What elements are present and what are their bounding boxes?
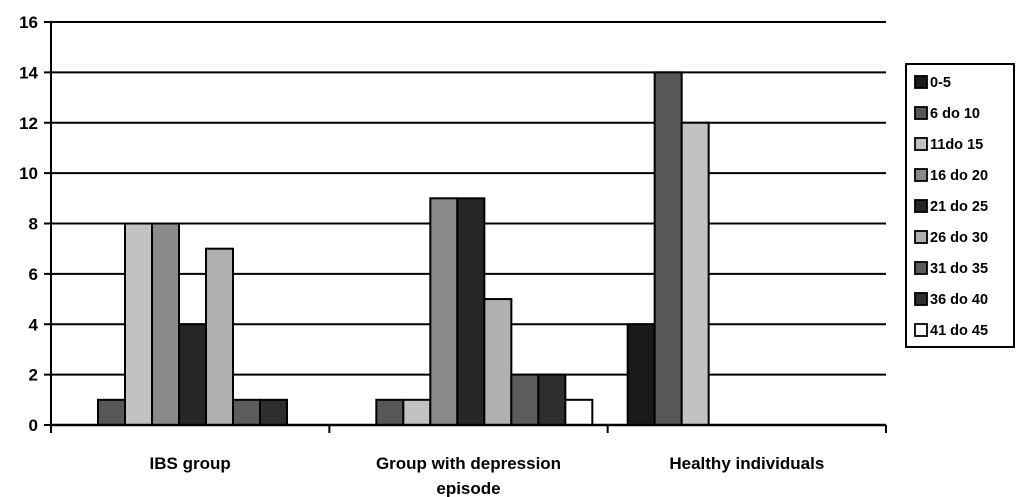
- legend-label: 11do 15: [930, 137, 983, 153]
- legend-label: 26 do 30: [930, 230, 988, 246]
- bar: [680, 121, 710, 426]
- y-tick-label: 10: [19, 164, 38, 183]
- legend-swatch: [914, 168, 928, 182]
- bar: [178, 323, 207, 426]
- bar: [564, 398, 594, 426]
- x-category-label: IBS group: [150, 454, 231, 473]
- legend-swatch: [914, 323, 928, 337]
- legend: 0-5 6 do 10 11do 15 16 do 20 21 do 25 26 do 3…: [905, 63, 1015, 348]
- legend-swatch: [914, 199, 928, 213]
- bar: [124, 222, 153, 426]
- legend-label: 0-5: [930, 75, 951, 91]
- bar: [205, 247, 234, 426]
- y-tick-label: 6: [29, 265, 38, 284]
- bar: [97, 398, 126, 426]
- y-tick-labels: 0 2 4 6 8 10 12 14 16: [19, 13, 38, 435]
- legend-swatch: [914, 261, 928, 275]
- bar: [483, 298, 513, 426]
- bar: [537, 373, 567, 426]
- bar: [375, 398, 405, 426]
- bar: [429, 197, 459, 426]
- legend-label: 16 do 20: [930, 168, 988, 184]
- legend-label: 36 do 40: [930, 292, 988, 308]
- legend-swatch: [914, 292, 928, 306]
- legend-label: 21 do 25: [930, 199, 988, 215]
- bar: [402, 398, 432, 426]
- bar: [456, 197, 486, 426]
- y-tick-label: 8: [29, 215, 38, 234]
- bar: [259, 398, 288, 426]
- legend-swatch: [914, 137, 928, 151]
- bar: [232, 398, 261, 426]
- bar: [510, 373, 540, 426]
- axes: [44, 21, 887, 433]
- x-category-label: episode: [436, 479, 500, 497]
- bar: [626, 323, 656, 426]
- y-tick-label: 0: [29, 416, 38, 435]
- y-tick-label: 16: [19, 13, 38, 32]
- y-tick-label: 4: [29, 315, 39, 334]
- y-tick-label: 2: [29, 366, 38, 385]
- legend-label: 41 do 45: [930, 323, 988, 339]
- bar: [653, 71, 683, 426]
- x-category-label: Group with depression: [376, 454, 561, 473]
- y-tick-label: 14: [19, 63, 38, 82]
- y-tick-label: 12: [19, 114, 38, 133]
- legend-swatch: [914, 230, 928, 244]
- bar: [151, 222, 180, 426]
- x-category-labels: IBS group Group with depression episode Hea…: [150, 454, 825, 497]
- x-category-label: Healthy individuals: [669, 454, 824, 473]
- legend-label: 6 do 10: [930, 106, 980, 122]
- legend-swatch: [914, 75, 928, 89]
- legend-label: 31 do 35: [930, 261, 988, 277]
- legend-swatch: [914, 106, 928, 120]
- bars: [97, 71, 710, 426]
